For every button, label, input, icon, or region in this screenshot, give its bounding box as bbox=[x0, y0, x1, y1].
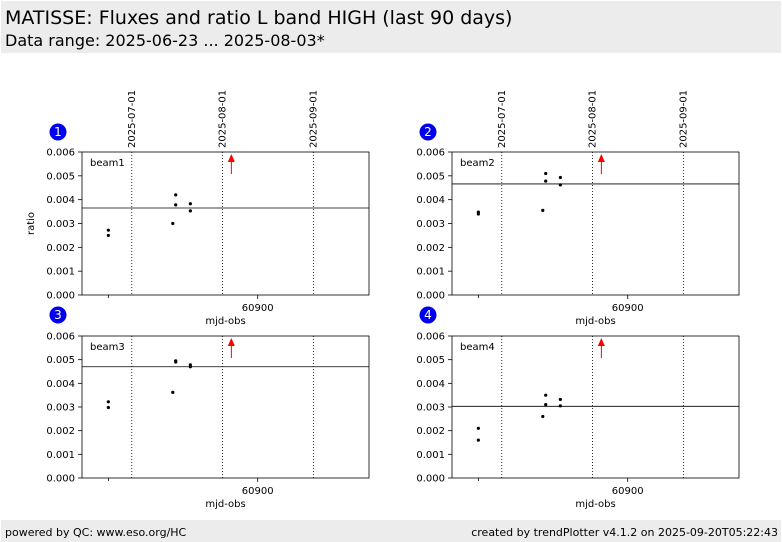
panel-number: 4 bbox=[424, 308, 432, 322]
footer-credit: powered by QC: www.eso.org/HC bbox=[5, 526, 187, 539]
y-tick-label: 0.003 bbox=[46, 219, 75, 230]
panel-number: 3 bbox=[54, 308, 62, 322]
out-of-range-arrowhead bbox=[227, 338, 235, 346]
chart-panel-beam2: 0.000 0.001 0.002 0.003 0.004 0.005 0.006 60900… bbox=[416, 90, 740, 327]
data-point bbox=[106, 233, 110, 238]
data-point bbox=[476, 426, 480, 430]
beam-label: beam3 bbox=[90, 342, 125, 353]
page-title: MATISSE: Fluxes and ratio L band HIGH (l… bbox=[5, 7, 513, 29]
data-point bbox=[174, 203, 178, 207]
y-tick-label: 0.005 bbox=[416, 355, 445, 366]
y-axis-label: ratio bbox=[26, 212, 37, 235]
y-tick-label: 0.003 bbox=[416, 219, 445, 230]
y-tick-label: 0.004 bbox=[416, 379, 445, 390]
out-of-range-arrowhead bbox=[227, 154, 235, 162]
data-point bbox=[106, 400, 110, 404]
data-point bbox=[544, 171, 548, 176]
panel-number-badge bbox=[419, 123, 437, 141]
date-marker-label: 2025-07-01 bbox=[497, 90, 508, 148]
date-marker-label: 2025-09-01 bbox=[678, 90, 689, 148]
plot-frame bbox=[451, 151, 740, 296]
y-tick-label: 0.006 bbox=[416, 148, 445, 159]
data-point bbox=[188, 202, 192, 206]
chart-panel-beam1: 0.000 0.001 0.002 0.003 0.004 0.005 0.006 60900… bbox=[26, 90, 370, 327]
y-tick-label: 0.005 bbox=[46, 355, 75, 366]
panel-number-badge bbox=[49, 123, 67, 141]
out-of-range-arrowhead bbox=[597, 338, 605, 346]
data-point bbox=[544, 393, 548, 397]
data-point bbox=[541, 414, 545, 419]
data-point bbox=[174, 193, 178, 197]
data-point bbox=[558, 183, 562, 187]
y-tick-label: 0.003 bbox=[46, 403, 75, 414]
data-point bbox=[544, 179, 548, 183]
y-tick-label: 0.001 bbox=[416, 450, 445, 461]
x-axis-label: mjd-obs bbox=[205, 499, 245, 510]
x-axis-label: mjd-obs bbox=[575, 499, 615, 510]
y-tick-label: 0.002 bbox=[46, 426, 75, 437]
y-tick-label: 0.002 bbox=[416, 426, 445, 437]
data-point bbox=[106, 228, 110, 232]
y-tick-label: 0.006 bbox=[416, 332, 445, 343]
panel-number: 1 bbox=[54, 125, 62, 139]
plot-frame bbox=[451, 335, 740, 479]
data-range-subtitle: Data range: 2025-06-23 ... 2025-08-03* bbox=[5, 31, 325, 50]
y-tick-label: 0.004 bbox=[416, 195, 445, 206]
y-tick-label: 0.002 bbox=[46, 243, 75, 254]
date-marker-label: 2025-08-01 bbox=[218, 90, 229, 148]
date-marker-label: 2025-08-01 bbox=[588, 90, 599, 148]
y-tick-label: 0.004 bbox=[46, 195, 75, 206]
beam-label: beam1 bbox=[90, 158, 125, 169]
y-tick-label: 0.001 bbox=[46, 450, 75, 461]
panel-number-badge bbox=[49, 306, 67, 324]
panel-number: 2 bbox=[424, 125, 432, 139]
footer-bar: powered by QC: www.eso.org/HC created by… bbox=[1, 520, 781, 542]
y-tick-label: 0.001 bbox=[46, 267, 75, 278]
y-tick-label: 0.005 bbox=[46, 171, 75, 182]
data-point bbox=[558, 397, 562, 402]
y-tick-label: 0.000 bbox=[416, 291, 445, 302]
chart-panel-beam3: 0.000 0.001 0.002 0.003 0.004 0.005 0.006 60900… bbox=[46, 306, 370, 510]
data-point bbox=[106, 405, 110, 410]
data-point bbox=[544, 403, 548, 407]
chart-panel-beam4: 0.000 0.001 0.002 0.003 0.004 0.005 0.006 60900… bbox=[416, 306, 740, 510]
data-point bbox=[188, 209, 192, 213]
data-point bbox=[476, 438, 480, 442]
header-bar: MATISSE: Fluxes and ratio L band HIGH (l… bbox=[1, 1, 781, 53]
data-point bbox=[171, 221, 175, 226]
x-tick-label: 60900 bbox=[242, 486, 274, 497]
y-tick-label: 0.006 bbox=[46, 148, 75, 159]
x-axis-label: mjd-obs bbox=[575, 316, 615, 327]
data-point bbox=[171, 390, 175, 394]
y-tick-label: 0.004 bbox=[46, 379, 75, 390]
data-point bbox=[476, 212, 480, 216]
x-tick-label: 60900 bbox=[612, 486, 644, 497]
date-marker-label: 2025-07-01 bbox=[127, 90, 138, 148]
x-axis-label: mjd-obs bbox=[205, 316, 245, 327]
date-marker-label: 2025-09-01 bbox=[308, 90, 319, 148]
x-tick-label: 60900 bbox=[612, 303, 644, 314]
y-tick-label: 0.000 bbox=[416, 474, 445, 485]
data-point bbox=[558, 175, 562, 180]
x-tick-label: 60900 bbox=[242, 303, 274, 314]
data-point bbox=[174, 360, 178, 364]
y-tick-label: 0.000 bbox=[46, 474, 75, 485]
plot-frame bbox=[81, 335, 370, 479]
y-tick-label: 0.005 bbox=[416, 171, 445, 182]
footer-created: created by trendPlotter v4.1.2 on 2025-0… bbox=[471, 526, 778, 539]
data-point bbox=[558, 404, 562, 408]
y-tick-label: 0.003 bbox=[416, 403, 445, 414]
beam-label: beam2 bbox=[460, 158, 495, 169]
data-point bbox=[188, 365, 192, 369]
out-of-range-arrowhead bbox=[597, 154, 605, 162]
y-tick-label: 0.001 bbox=[416, 267, 445, 278]
y-tick-label: 0.006 bbox=[46, 332, 75, 343]
data-point bbox=[541, 208, 545, 212]
plot-frame bbox=[81, 151, 370, 296]
panel-number-badge bbox=[419, 306, 437, 324]
beam-label: beam4 bbox=[460, 342, 495, 353]
y-tick-label: 0.000 bbox=[46, 291, 75, 302]
y-tick-label: 0.002 bbox=[416, 243, 445, 254]
